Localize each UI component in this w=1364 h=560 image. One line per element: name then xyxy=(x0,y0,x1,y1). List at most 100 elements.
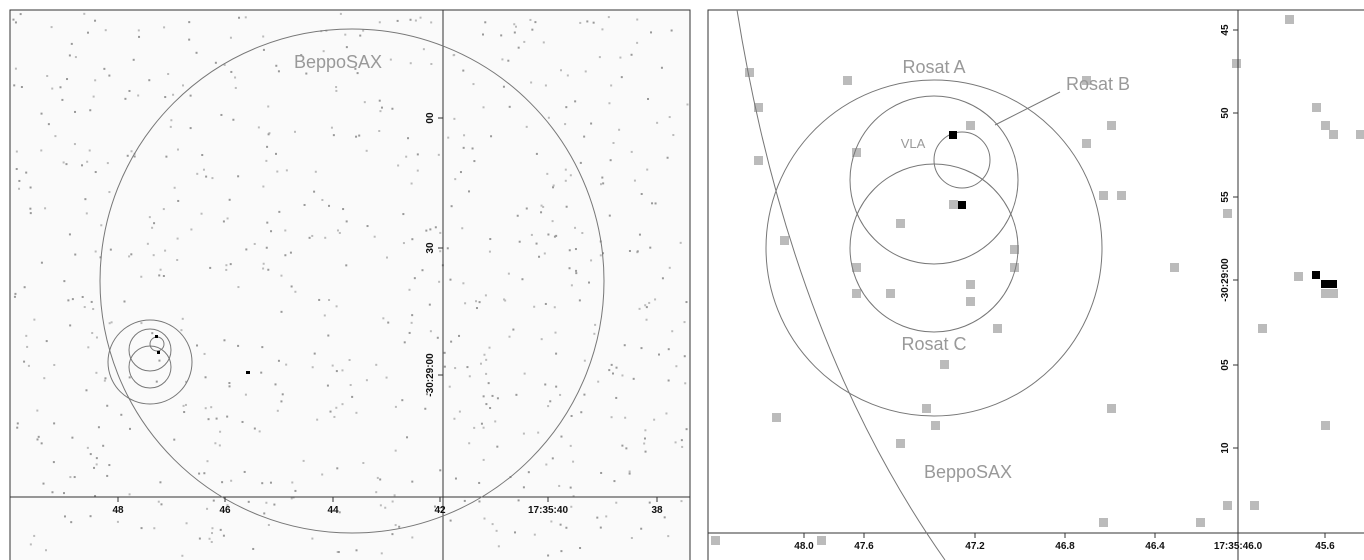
star xyxy=(636,19,638,21)
star xyxy=(566,206,568,208)
star xyxy=(94,20,96,22)
star xyxy=(324,314,326,316)
star xyxy=(424,408,426,410)
star xyxy=(276,171,278,173)
star xyxy=(380,504,382,506)
source xyxy=(1321,280,1337,288)
star xyxy=(158,360,160,362)
star xyxy=(447,247,449,249)
star xyxy=(339,511,341,513)
star xyxy=(463,134,465,136)
star xyxy=(129,493,131,495)
star xyxy=(25,335,27,337)
star xyxy=(572,461,574,463)
star xyxy=(41,113,43,115)
star xyxy=(378,130,380,132)
star xyxy=(141,527,143,529)
star xyxy=(270,482,272,484)
star xyxy=(273,504,275,506)
star xyxy=(265,160,267,162)
star xyxy=(89,149,91,151)
star xyxy=(131,150,133,152)
star xyxy=(128,255,130,257)
star xyxy=(186,522,188,524)
star xyxy=(478,500,480,502)
star xyxy=(196,344,198,346)
star xyxy=(357,72,359,74)
star xyxy=(618,129,620,131)
star xyxy=(201,154,203,156)
star xyxy=(667,157,669,159)
star xyxy=(44,207,46,209)
star xyxy=(395,406,397,408)
star xyxy=(174,187,176,189)
star xyxy=(1223,209,1232,218)
star xyxy=(483,427,485,429)
star xyxy=(681,446,683,448)
star xyxy=(382,317,384,319)
star xyxy=(327,335,329,337)
source xyxy=(155,335,158,338)
star xyxy=(560,436,562,438)
star xyxy=(541,338,543,340)
star xyxy=(590,123,592,125)
panel-frame xyxy=(10,10,690,560)
star xyxy=(280,275,282,277)
star xyxy=(309,237,311,239)
star xyxy=(379,110,381,112)
star xyxy=(410,19,412,21)
star xyxy=(684,321,686,323)
star xyxy=(254,243,256,245)
star xyxy=(640,347,642,349)
star xyxy=(265,502,267,504)
star xyxy=(523,41,525,43)
star xyxy=(381,107,383,109)
star xyxy=(430,330,432,332)
star xyxy=(294,131,296,133)
star xyxy=(180,329,182,331)
star xyxy=(69,54,71,56)
star xyxy=(593,333,595,335)
star xyxy=(579,22,581,24)
star xyxy=(554,236,556,238)
star xyxy=(675,365,677,367)
star xyxy=(555,353,557,355)
star xyxy=(931,421,940,430)
star xyxy=(213,500,215,502)
source xyxy=(246,371,250,374)
star xyxy=(203,472,205,474)
star xyxy=(237,175,239,177)
star xyxy=(173,439,175,441)
star xyxy=(564,123,566,125)
star xyxy=(29,208,31,210)
star xyxy=(335,90,337,92)
star xyxy=(430,63,432,65)
star xyxy=(526,207,528,209)
star xyxy=(517,215,519,217)
star xyxy=(263,263,265,265)
star xyxy=(315,171,317,173)
star xyxy=(612,142,614,144)
star xyxy=(669,267,671,269)
star xyxy=(584,360,586,362)
star xyxy=(196,173,198,175)
star xyxy=(170,119,172,121)
star xyxy=(565,106,567,108)
star xyxy=(966,121,975,130)
star xyxy=(896,219,905,228)
star xyxy=(453,118,455,120)
star xyxy=(63,280,65,282)
star xyxy=(538,256,540,258)
star xyxy=(485,403,487,405)
star xyxy=(488,382,490,384)
star xyxy=(72,298,74,300)
star xyxy=(468,442,470,444)
star xyxy=(91,301,93,303)
star xyxy=(886,289,895,298)
star xyxy=(82,296,84,298)
star xyxy=(69,233,71,235)
star xyxy=(84,198,86,200)
star xyxy=(439,469,441,471)
star xyxy=(230,480,232,482)
x-tick-label: 46.8 xyxy=(1055,541,1075,552)
